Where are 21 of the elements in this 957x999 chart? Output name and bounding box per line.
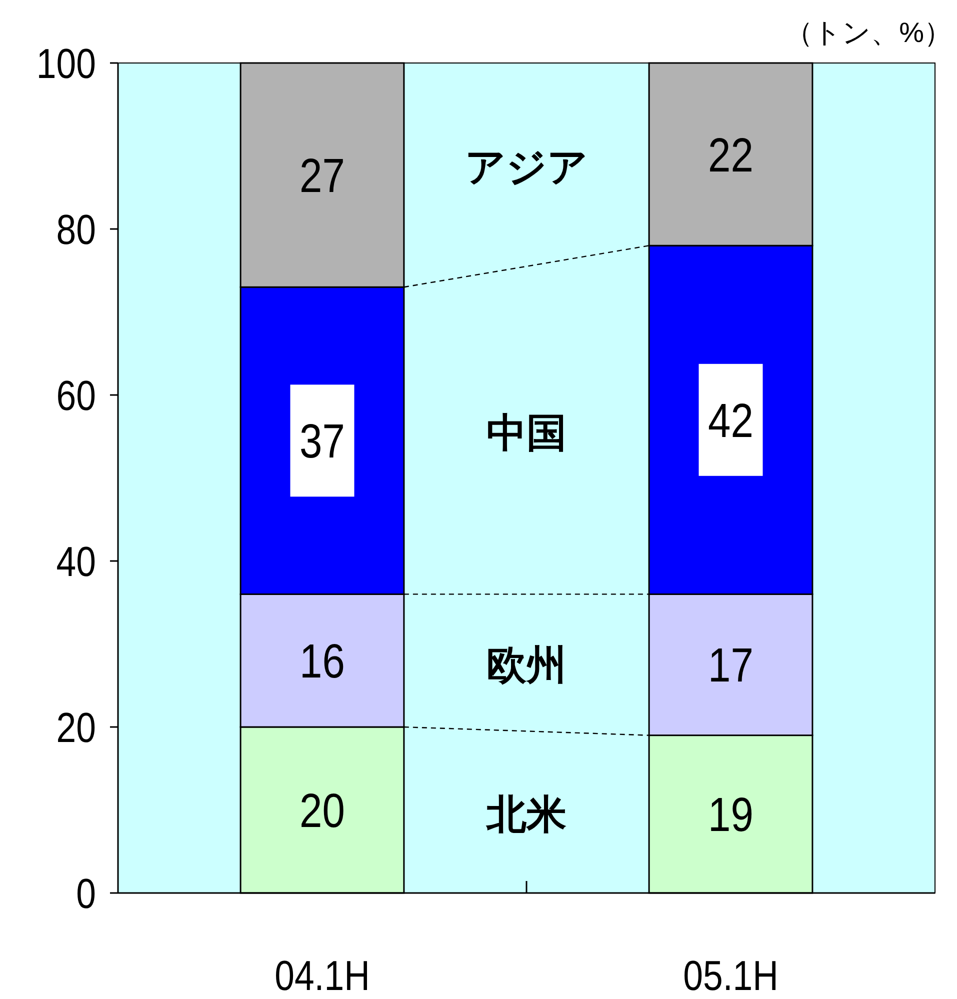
data-label: 37: [300, 416, 345, 468]
text: （トン、%）: [785, 17, 952, 48]
y-tick-label: 60: [56, 373, 96, 420]
series-label: アジア: [465, 146, 588, 190]
data-label: 27: [300, 150, 345, 203]
data-label: 20: [300, 784, 345, 838]
y-tick-label: 20: [56, 705, 96, 752]
text: 中国: [486, 411, 566, 456]
y-tick-label: 80: [56, 207, 96, 254]
y-tick-label: 100: [36, 41, 96, 88]
data-label: 42: [708, 394, 754, 448]
text: 北米: [486, 793, 566, 838]
x-tick-label: 04.1H: [274, 953, 370, 999]
y-tick-label: 40: [56, 539, 96, 586]
data-label: 17: [708, 640, 754, 693]
data-label: 19: [708, 789, 754, 842]
data-label: 22: [708, 129, 754, 182]
text: 欧州: [486, 644, 566, 688]
y-tick-label: 0: [76, 871, 96, 918]
x-tick-label: 05.1H: [683, 953, 778, 999]
data-label: 16: [300, 636, 345, 688]
